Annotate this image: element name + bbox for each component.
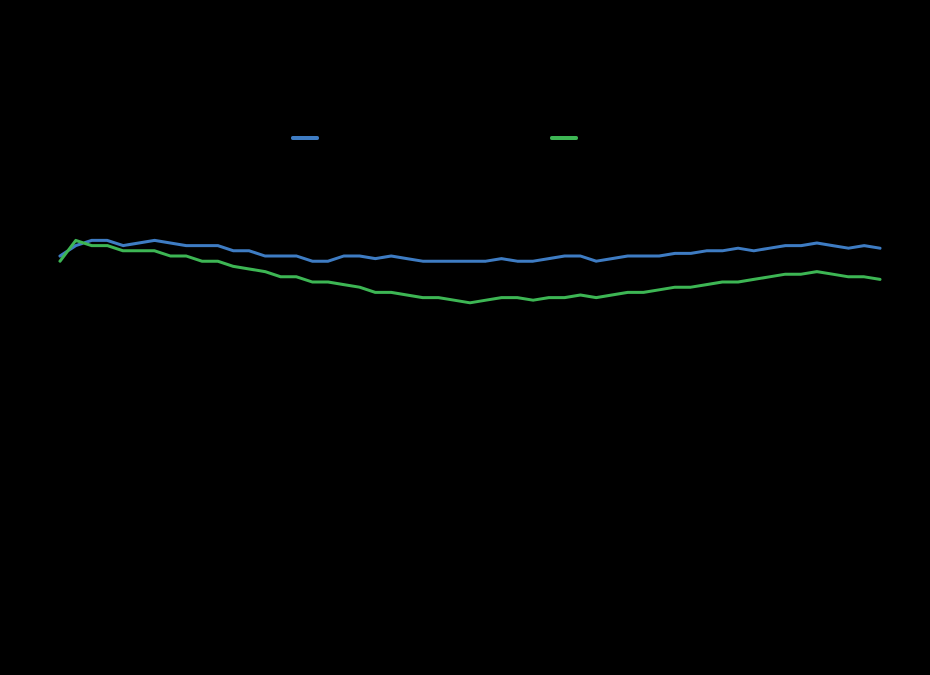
legend-swatch (550, 136, 578, 140)
legend-item-0: Series A (291, 130, 379, 146)
line-chart: Series A Series B (0, 0, 930, 675)
legend: Series A Series B (0, 130, 930, 146)
chart-canvas (0, 0, 930, 675)
legend-label: Series A (327, 130, 379, 146)
legend-item-1: Series B (550, 130, 639, 146)
legend-label: Series B (586, 130, 639, 146)
legend-swatch (291, 136, 319, 140)
